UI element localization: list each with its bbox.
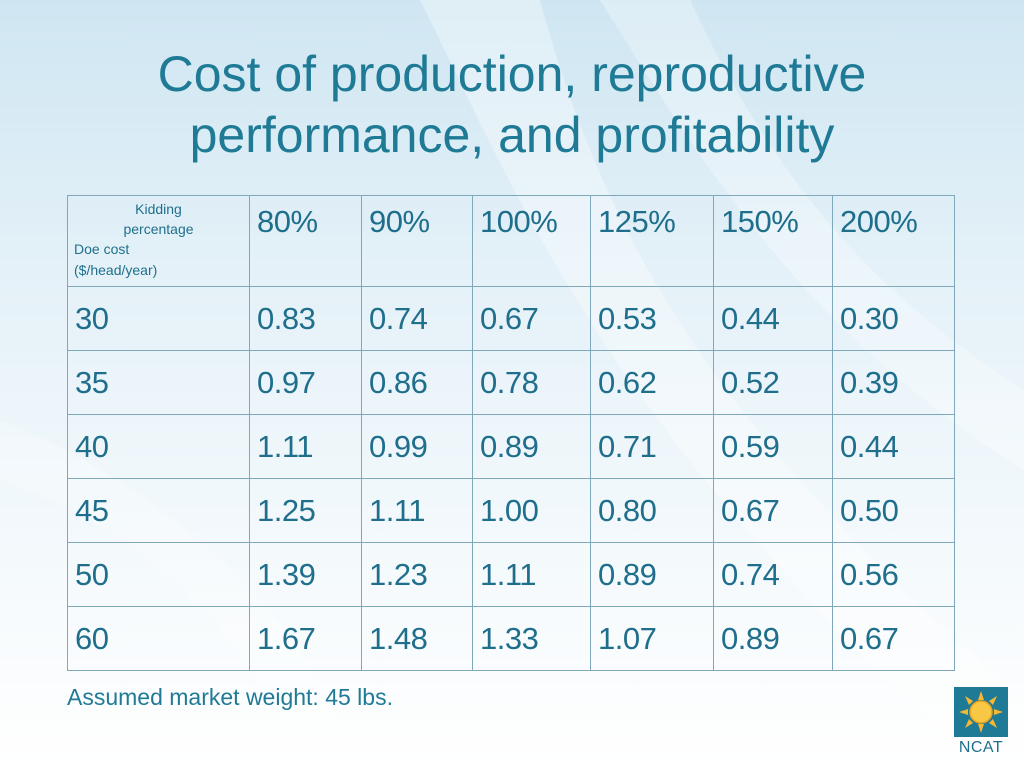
table-cell: 0.80 <box>590 478 714 543</box>
column-header: 100% <box>472 195 591 287</box>
column-header: 80% <box>249 195 362 287</box>
table-row: 40 1.11 0.99 0.89 0.71 0.59 0.44 <box>67 414 955 479</box>
table-cell: 0.67 <box>472 286 591 351</box>
table-cell: 1.48 <box>361 606 473 671</box>
table-cell: 1.23 <box>361 542 473 607</box>
table-cell: 0.59 <box>713 414 833 479</box>
table-cell: 1.00 <box>472 478 591 543</box>
table-row: 50 1.39 1.23 1.11 0.89 0.74 0.56 <box>67 542 955 607</box>
column-header: 150% <box>713 195 833 287</box>
slide-title-line-1: Cost of production, reproductive <box>157 46 867 102</box>
table-row: 35 0.97 0.86 0.78 0.62 0.52 0.39 <box>67 350 955 415</box>
table-cell: 1.33 <box>472 606 591 671</box>
table-row: 60 1.67 1.48 1.33 1.07 0.89 0.67 <box>67 606 955 671</box>
table-cell: 0.44 <box>713 286 833 351</box>
table-cell: 0.44 <box>832 414 955 479</box>
table-cell: 1.25 <box>249 478 362 543</box>
column-header: 125% <box>590 195 714 287</box>
kidding-percentage-label: Kidding percentage <box>123 201 194 237</box>
row-label: 50 <box>67 542 250 607</box>
table-cell: 0.74 <box>713 542 833 607</box>
row-label: 60 <box>67 606 250 671</box>
table-cell: 0.89 <box>472 414 591 479</box>
logo-text: NCAT <box>958 739 1004 756</box>
table-cell: 0.56 <box>832 542 955 607</box>
cost-table: Kidding percentage Doe cost ($/head/year… <box>67 195 955 671</box>
table-cell: 0.99 <box>361 414 473 479</box>
slide-title-line-2: performance, and profitability <box>189 107 835 163</box>
table-cell: 0.67 <box>832 606 955 671</box>
table-cell: 0.83 <box>249 286 362 351</box>
table-cell: 0.97 <box>249 350 362 415</box>
slide-title: Cost of production, reproductive perform… <box>0 44 1024 166</box>
table-row: 45 1.25 1.11 1.00 0.80 0.67 0.50 <box>67 478 955 543</box>
table-header-row: Kidding percentage Doe cost ($/head/year… <box>67 195 955 287</box>
table-cell: 0.89 <box>590 542 714 607</box>
table-cell: 0.52 <box>713 350 833 415</box>
doe-cost-label: Doe cost ($/head/year) <box>74 241 158 278</box>
table-cell: 1.11 <box>249 414 362 479</box>
row-label: 45 <box>67 478 250 543</box>
table-cell: 0.78 <box>472 350 591 415</box>
table-cell: 0.71 <box>590 414 714 479</box>
table-cell: 0.39 <box>832 350 955 415</box>
table-cell: 1.39 <box>249 542 362 607</box>
row-label: 40 <box>67 414 250 479</box>
table-cell: 0.62 <box>590 350 714 415</box>
table-cell: 0.89 <box>713 606 833 671</box>
table-cell: 1.11 <box>472 542 591 607</box>
table-cell: 0.53 <box>590 286 714 351</box>
row-label: 30 <box>67 286 250 351</box>
table-cell: 0.74 <box>361 286 473 351</box>
table-cell: 1.07 <box>590 606 714 671</box>
table-row: 30 0.83 0.74 0.67 0.53 0.44 0.30 <box>67 286 955 351</box>
market-weight-footnote: Assumed market weight: 45 lbs. <box>67 684 393 710</box>
ncat-logo: NCAT <box>952 686 1010 762</box>
sun-icon <box>954 687 1008 737</box>
column-header: 200% <box>832 195 955 287</box>
table-cell: 1.11 <box>361 478 473 543</box>
table-cell: 0.67 <box>713 478 833 543</box>
row-label: 35 <box>67 350 250 415</box>
table-cell: 0.50 <box>832 478 955 543</box>
column-header: 90% <box>361 195 473 287</box>
table-cell: 1.67 <box>249 606 362 671</box>
table-cell: 0.86 <box>361 350 473 415</box>
table-cell: 0.30 <box>832 286 955 351</box>
table-corner-cell: Kidding percentage Doe cost ($/head/year… <box>67 195 250 287</box>
